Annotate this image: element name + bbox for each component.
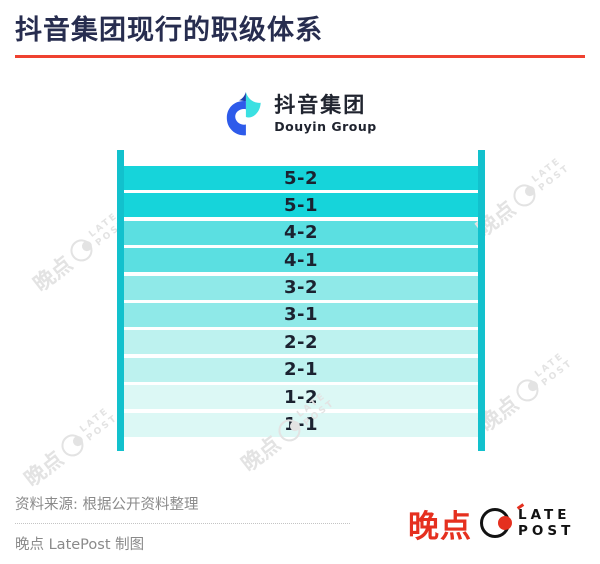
watermark-circle-icon [66,234,97,266]
douyin-logo-cn: 抖音集团 [274,92,367,117]
level-ladder: 5-2 5-1 4-2 4-1 3-2 3-1 2-2 2-1 1-2 1-1 [117,150,485,451]
latepost-watermark: 晚点 LATE POST [470,151,576,243]
ladder-rung-5-2: 5-2 [124,166,478,190]
watermark-cn: 晚点 [28,251,77,297]
latepost-logo: 晚点 LATE POST [408,503,574,545]
douyin-group-logo: 抖音集团 Douyin Group [0,88,600,140]
watermark-circle-icon [57,429,88,461]
ladder-right-rail [478,150,485,451]
ladder-rung-4-1: 4-1 [124,248,478,273]
latepost-logo-en: LATE POST [518,507,574,539]
ladder-left-rail [117,150,124,451]
latepost-reddot-icon [498,516,512,530]
ladder-rung-3-2: 3-2 [124,275,478,300]
watermark-en: LATE POST [78,405,121,444]
rung-label: 5-2 [283,167,319,189]
watermark-cn: 晚点 [19,446,68,492]
rung-label: 2-2 [283,331,319,353]
ladder-rungs: 5-2 5-1 4-2 4-1 3-2 3-1 2-2 2-1 1-2 1-1 [124,166,478,437]
rung-label: 5-1 [283,194,319,216]
ladder-rung-2-1: 2-1 [124,357,478,382]
latepost-circle-icon [480,508,512,538]
ladder-rung-1-2: 1-2 [124,385,478,410]
latepost-logo-cn: 晚点 [408,508,472,545]
latepost-watermark: 晚点 LATE POST [18,401,124,493]
title-divider [15,55,585,58]
ladder-rung-5-1: 5-1 [124,193,478,218]
latepost-logo-en-post: POST [518,523,575,539]
watermark-en: LATE POST [533,350,576,389]
watermark-en: LATE POST [530,155,573,194]
rung-label: 3-2 [283,277,319,299]
douyin-logo-text: 抖音集团 Douyin Group [274,92,377,134]
rung-label: 3-1 [283,304,319,326]
ladder-rung-4-2: 4-2 [124,220,478,245]
douyin-logo-en: Douyin Group [274,118,377,134]
latepost-watermark: 晚点 LATE POST [473,346,579,438]
footer-divider [15,523,350,524]
page-title: 抖音集团现行的职级体系 [15,15,323,46]
rung-label: 2-1 [283,359,319,381]
ladder-rung-2-2: 2-2 [124,330,478,355]
credit-note: 晚点 LatePost 制图 [15,537,145,553]
ladder-rung-3-1: 3-1 [124,302,478,327]
watermark-circle-icon [512,374,543,406]
rung-label: 1-2 [283,386,319,408]
rung-label: 4-1 [283,249,319,271]
watermark-circle-icon [509,179,540,211]
douyin-logo-icon [227,92,262,136]
latepost-logo-en-late: LATE [518,507,571,523]
source-note: 资料来源: 根据公开资料整理 [15,497,199,513]
rung-label: 4-2 [283,222,319,244]
